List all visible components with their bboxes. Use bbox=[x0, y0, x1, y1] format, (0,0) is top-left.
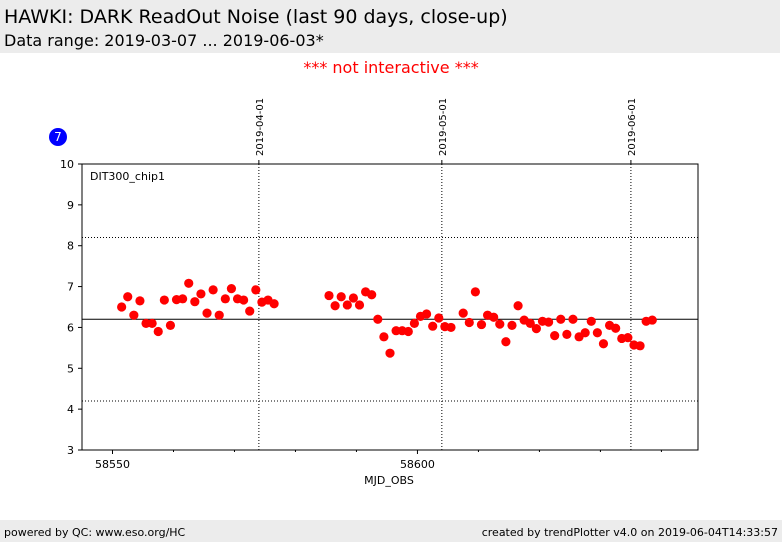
y-tick-label: 3 bbox=[67, 444, 74, 457]
data-point bbox=[507, 320, 517, 330]
data-point bbox=[428, 321, 438, 331]
y-tick-label: 8 bbox=[67, 240, 74, 253]
data-point bbox=[245, 306, 255, 316]
data-point bbox=[147, 318, 157, 328]
data-point bbox=[159, 295, 169, 305]
footer-bar: powered by QC: www.eso.org/HC created by… bbox=[0, 520, 782, 542]
data-point bbox=[330, 301, 340, 311]
data-point bbox=[202, 308, 212, 318]
data-point bbox=[269, 299, 279, 309]
data-point bbox=[348, 293, 359, 303]
y-tick-label: 5 bbox=[67, 362, 74, 375]
data-point bbox=[562, 329, 572, 339]
data-point bbox=[324, 290, 334, 301]
date-marker-label: 2019-06-01 bbox=[627, 98, 638, 156]
data-point bbox=[251, 285, 261, 295]
data-point bbox=[184, 278, 194, 288]
data-point bbox=[178, 294, 188, 304]
data-point bbox=[476, 319, 487, 330]
page-title: HAWKI: DARK ReadOut Noise (last 90 days,… bbox=[4, 6, 508, 28]
data-point bbox=[470, 287, 480, 297]
data-point bbox=[196, 289, 206, 299]
data-point bbox=[531, 324, 541, 334]
data-point bbox=[367, 290, 377, 300]
data-point bbox=[385, 348, 395, 358]
x-tick-label: 58550 bbox=[95, 458, 130, 471]
data-point bbox=[543, 317, 554, 327]
data-point bbox=[489, 312, 499, 322]
data-point bbox=[220, 294, 230, 304]
grid-layer bbox=[82, 164, 698, 450]
data-point bbox=[208, 285, 218, 295]
data-point bbox=[635, 341, 645, 351]
y-tick-label: 10 bbox=[60, 158, 74, 171]
y-tick-label: 7 bbox=[67, 281, 74, 294]
data-point bbox=[513, 301, 523, 311]
data-point bbox=[129, 310, 139, 320]
data-point bbox=[123, 292, 133, 302]
footer-powered-by: powered by QC: www.eso.org/HC bbox=[4, 526, 186, 539]
x-axis-label: MJD_OBS bbox=[364, 474, 414, 487]
data-point bbox=[354, 300, 365, 310]
x-tick-label: 58600 bbox=[400, 458, 435, 471]
data-point bbox=[214, 310, 224, 320]
data-range: Data range: 2019-03-07 ... 2019-06-03* bbox=[4, 31, 324, 50]
data-point bbox=[434, 313, 444, 323]
data-point bbox=[446, 322, 456, 333]
data-point bbox=[556, 314, 566, 324]
data-point bbox=[501, 337, 511, 347]
data-point bbox=[586, 316, 596, 326]
header-bar: HAWKI: DARK ReadOut Noise (last 90 days,… bbox=[0, 0, 780, 53]
data-point bbox=[623, 333, 633, 343]
date-marker-label: 2019-04-01 bbox=[255, 98, 266, 156]
data-point bbox=[464, 317, 474, 328]
data-point bbox=[336, 292, 346, 302]
y-tick-label: 4 bbox=[67, 403, 74, 416]
data-point bbox=[135, 296, 145, 306]
panel-label: DIT300_chip1 bbox=[90, 170, 165, 183]
data-point bbox=[647, 315, 657, 325]
data-point bbox=[403, 326, 413, 337]
data-point bbox=[239, 295, 249, 305]
points-layer bbox=[117, 278, 657, 358]
not-interactive-notice: *** not interactive *** bbox=[303, 58, 479, 77]
data-point bbox=[165, 320, 176, 330]
plot-frame bbox=[81, 163, 699, 451]
data-point bbox=[409, 318, 419, 328]
data-point bbox=[525, 318, 535, 328]
data-point bbox=[598, 339, 609, 349]
data-point bbox=[495, 319, 505, 329]
data-point bbox=[373, 314, 383, 324]
data-point bbox=[379, 332, 389, 342]
data-point bbox=[458, 308, 468, 318]
y-tick-label: 6 bbox=[67, 321, 74, 334]
data-point bbox=[226, 284, 237, 294]
ticks-layer: 2019-04-01 2019-05-01 2019-06-01 3 4 5 6 7 8 9 10 5… bbox=[60, 98, 662, 471]
data-point bbox=[611, 323, 621, 333]
data-point bbox=[580, 328, 590, 338]
info-badge[interactable]: 7 bbox=[49, 128, 67, 146]
data-point bbox=[153, 326, 163, 337]
data-point bbox=[550, 331, 560, 341]
date-marker-label: 2019-05-01 bbox=[438, 98, 449, 156]
data-point bbox=[568, 314, 578, 324]
data-point bbox=[190, 297, 200, 307]
data-point bbox=[342, 300, 352, 310]
data-point bbox=[117, 302, 127, 312]
y-tick-label: 9 bbox=[67, 199, 74, 212]
footer-created-by: created by trendPlotter v4.0 on 2019-06-… bbox=[481, 526, 778, 539]
data-point bbox=[592, 328, 602, 338]
data-point bbox=[421, 309, 432, 319]
